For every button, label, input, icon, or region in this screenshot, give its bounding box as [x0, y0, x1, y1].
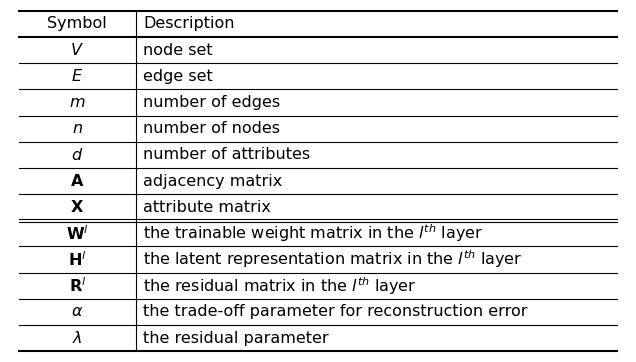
- Text: $\alpha$: $\alpha$: [71, 304, 83, 319]
- Text: number of attributes: number of attributes: [143, 147, 310, 162]
- Text: $V$: $V$: [71, 42, 85, 58]
- Text: Description: Description: [143, 16, 235, 31]
- Text: number of edges: number of edges: [143, 95, 280, 110]
- Text: the residual parameter: the residual parameter: [143, 331, 329, 346]
- Text: $E$: $E$: [71, 68, 83, 84]
- Text: adjacency matrix: adjacency matrix: [143, 173, 282, 189]
- Text: Symbol: Symbol: [48, 16, 107, 31]
- Text: $\mathbf{X}$: $\mathbf{X}$: [71, 199, 85, 215]
- Text: the latent representation matrix in the $l^{th}$ layer: the latent representation matrix in the …: [143, 249, 523, 270]
- Text: $d$: $d$: [71, 147, 83, 163]
- Text: $n$: $n$: [72, 121, 83, 136]
- Text: $\mathbf{W}^{l}$: $\mathbf{W}^{l}$: [66, 224, 89, 243]
- Text: edge set: edge set: [143, 69, 213, 84]
- Text: the residual matrix in the $l^{th}$ layer: the residual matrix in the $l^{th}$ laye…: [143, 275, 417, 296]
- Text: the trade-off parameter for reconstruction error: the trade-off parameter for reconstructi…: [143, 304, 528, 319]
- Text: number of nodes: number of nodes: [143, 121, 280, 136]
- Text: $\mathbf{A}$: $\mathbf{A}$: [70, 173, 85, 189]
- Text: the trainable weight matrix in the $l^{th}$ layer: the trainable weight matrix in the $l^{t…: [143, 223, 483, 244]
- Text: $m$: $m$: [69, 95, 86, 110]
- Text: $\lambda$: $\lambda$: [72, 330, 83, 346]
- Text: $\mathbf{H}^{l}$: $\mathbf{H}^{l}$: [68, 250, 86, 269]
- Text: $\mathbf{R}^{l}$: $\mathbf{R}^{l}$: [69, 276, 86, 295]
- Text: node set: node set: [143, 43, 213, 58]
- Text: attribute matrix: attribute matrix: [143, 200, 271, 215]
